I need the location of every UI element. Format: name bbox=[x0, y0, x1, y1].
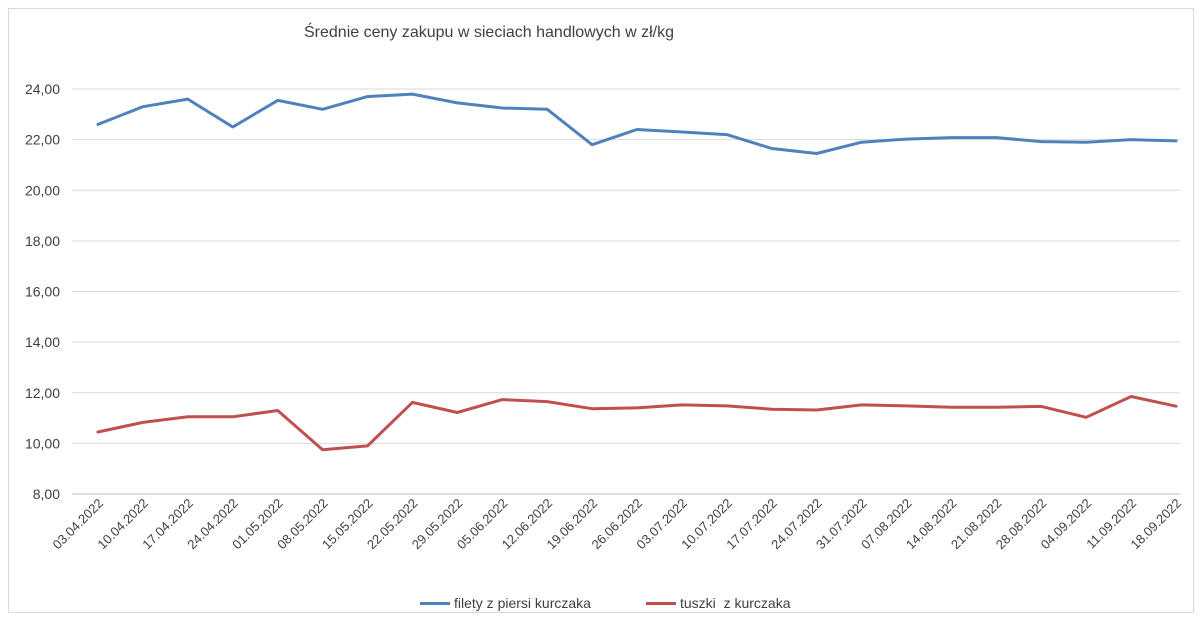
y-tick-label: 20,00 bbox=[25, 182, 60, 198]
legend: filety z piersi kurczaka tuszki z kurcza… bbox=[0, 593, 1203, 613]
legend-swatch-tuszki bbox=[646, 601, 676, 605]
y-tick-label: 14,00 bbox=[25, 334, 60, 350]
y-tick-label: 22,00 bbox=[25, 132, 60, 148]
x-axis-ticks: 03.04.202210.04.202217.04.202224.04.2022… bbox=[49, 496, 1184, 553]
series-line-0 bbox=[96, 92, 1178, 155]
legend-swatch-filety bbox=[420, 601, 450, 605]
legend-item-filety: filety z piersi kurczaka bbox=[420, 593, 591, 613]
y-axis-ticks: 8,00 10,00 12,00 14,00 16,00 18,00 20,00 22,00 2… bbox=[25, 81, 60, 502]
gridlines bbox=[72, 88, 1180, 495]
series-line-1 bbox=[96, 395, 1178, 452]
series-lines bbox=[96, 92, 1178, 452]
y-tick-label: 18,00 bbox=[25, 233, 60, 249]
y-tick-label: 12,00 bbox=[25, 385, 60, 401]
chart-title: Średnie ceny zakupu w sieciach handlowyc… bbox=[304, 24, 674, 41]
y-tick-label: 10,00 bbox=[25, 435, 60, 451]
legend-item-tuszki: tuszki z kurczaka bbox=[646, 593, 790, 613]
legend-label-tuszki: tuszki z kurczaka bbox=[680, 595, 791, 611]
y-tick-label: 16,00 bbox=[25, 284, 60, 300]
legend-label-filety: filety z piersi kurczaka bbox=[454, 595, 591, 611]
y-tick-label: 8,00 bbox=[33, 486, 60, 502]
y-tick-label: 24,00 bbox=[25, 81, 60, 97]
